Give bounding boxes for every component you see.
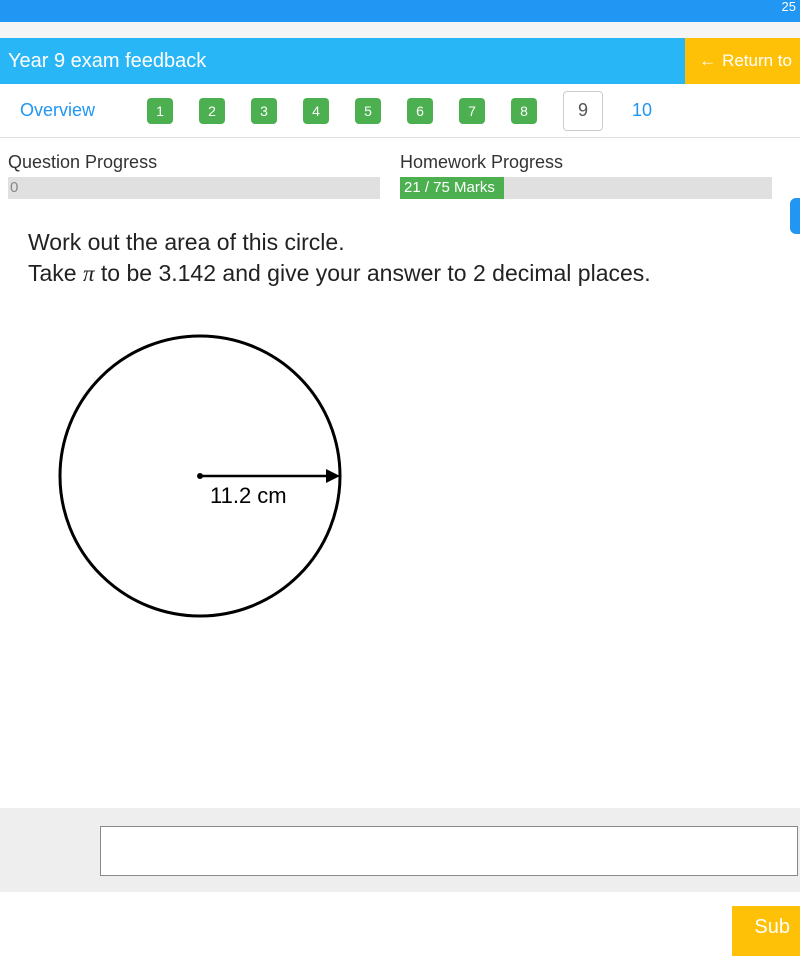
submit-button[interactable]: Sub [732, 906, 800, 956]
homework-progress-bar: 21 / 75 Marks [400, 177, 772, 199]
question-nav-6[interactable]: 6 [407, 98, 433, 124]
question-nav-1[interactable]: 1 [147, 98, 173, 124]
circle-svg: 11.2 cm [50, 321, 350, 631]
spacer-strip [0, 22, 800, 38]
question-nav-5[interactable]: 5 [355, 98, 381, 124]
top-strip: 25 [0, 0, 800, 22]
question-nav: Overview 123456789 10 [0, 84, 800, 138]
question-nav-7[interactable]: 7 [459, 98, 485, 124]
question-progress-text: 0 [10, 179, 18, 196]
homework-progress-label: Homework Progress [400, 152, 772, 173]
question-nav-3[interactable]: 3 [251, 98, 277, 124]
question-nav-8[interactable]: 8 [511, 98, 537, 124]
question-nav-9[interactable]: 9 [563, 91, 603, 131]
question-nav-4[interactable]: 4 [303, 98, 329, 124]
homework-progress: Homework Progress 21 / 75 Marks [400, 152, 772, 199]
top-strip-text: 25 [782, 0, 796, 14]
homework-progress-fill: 21 / 75 Marks [400, 177, 504, 199]
overview-link[interactable]: Overview [10, 94, 105, 127]
pi-symbol: π [83, 261, 95, 286]
progress-row: Question Progress 0 Homework Progress 21… [0, 138, 800, 205]
question-progress: Question Progress 0 [8, 152, 380, 199]
svg-text:11.2 cm: 11.2 cm [210, 483, 287, 508]
submit-area: Sub [0, 906, 800, 956]
question-line2-pre: Take [28, 260, 83, 286]
question-text: Work out the area of this circle. Take π… [0, 205, 800, 297]
question-nav-2[interactable]: 2 [199, 98, 225, 124]
page-title: Year 9 exam feedback [0, 50, 206, 73]
circle-diagram: 11.2 cm [50, 321, 800, 634]
answer-area [0, 808, 800, 892]
title-bar: Year 9 exam feedback ← Return to [0, 38, 800, 84]
question-progress-bar: 0 [8, 177, 380, 199]
question-line1: Work out the area of this circle. [28, 229, 345, 255]
arrow-left-icon: ← [699, 51, 716, 71]
question-progress-label: Question Progress [8, 152, 380, 173]
return-label: Return to [722, 51, 792, 71]
side-tab[interactable] [790, 198, 800, 234]
answer-input[interactable] [100, 826, 798, 876]
question-nav-10[interactable]: 10 [629, 98, 655, 124]
return-button[interactable]: ← Return to [685, 38, 800, 84]
homework-progress-text: 21 / 75 Marks [404, 179, 495, 196]
question-line2-post: to be 3.142 and give your answer to 2 de… [95, 260, 651, 286]
